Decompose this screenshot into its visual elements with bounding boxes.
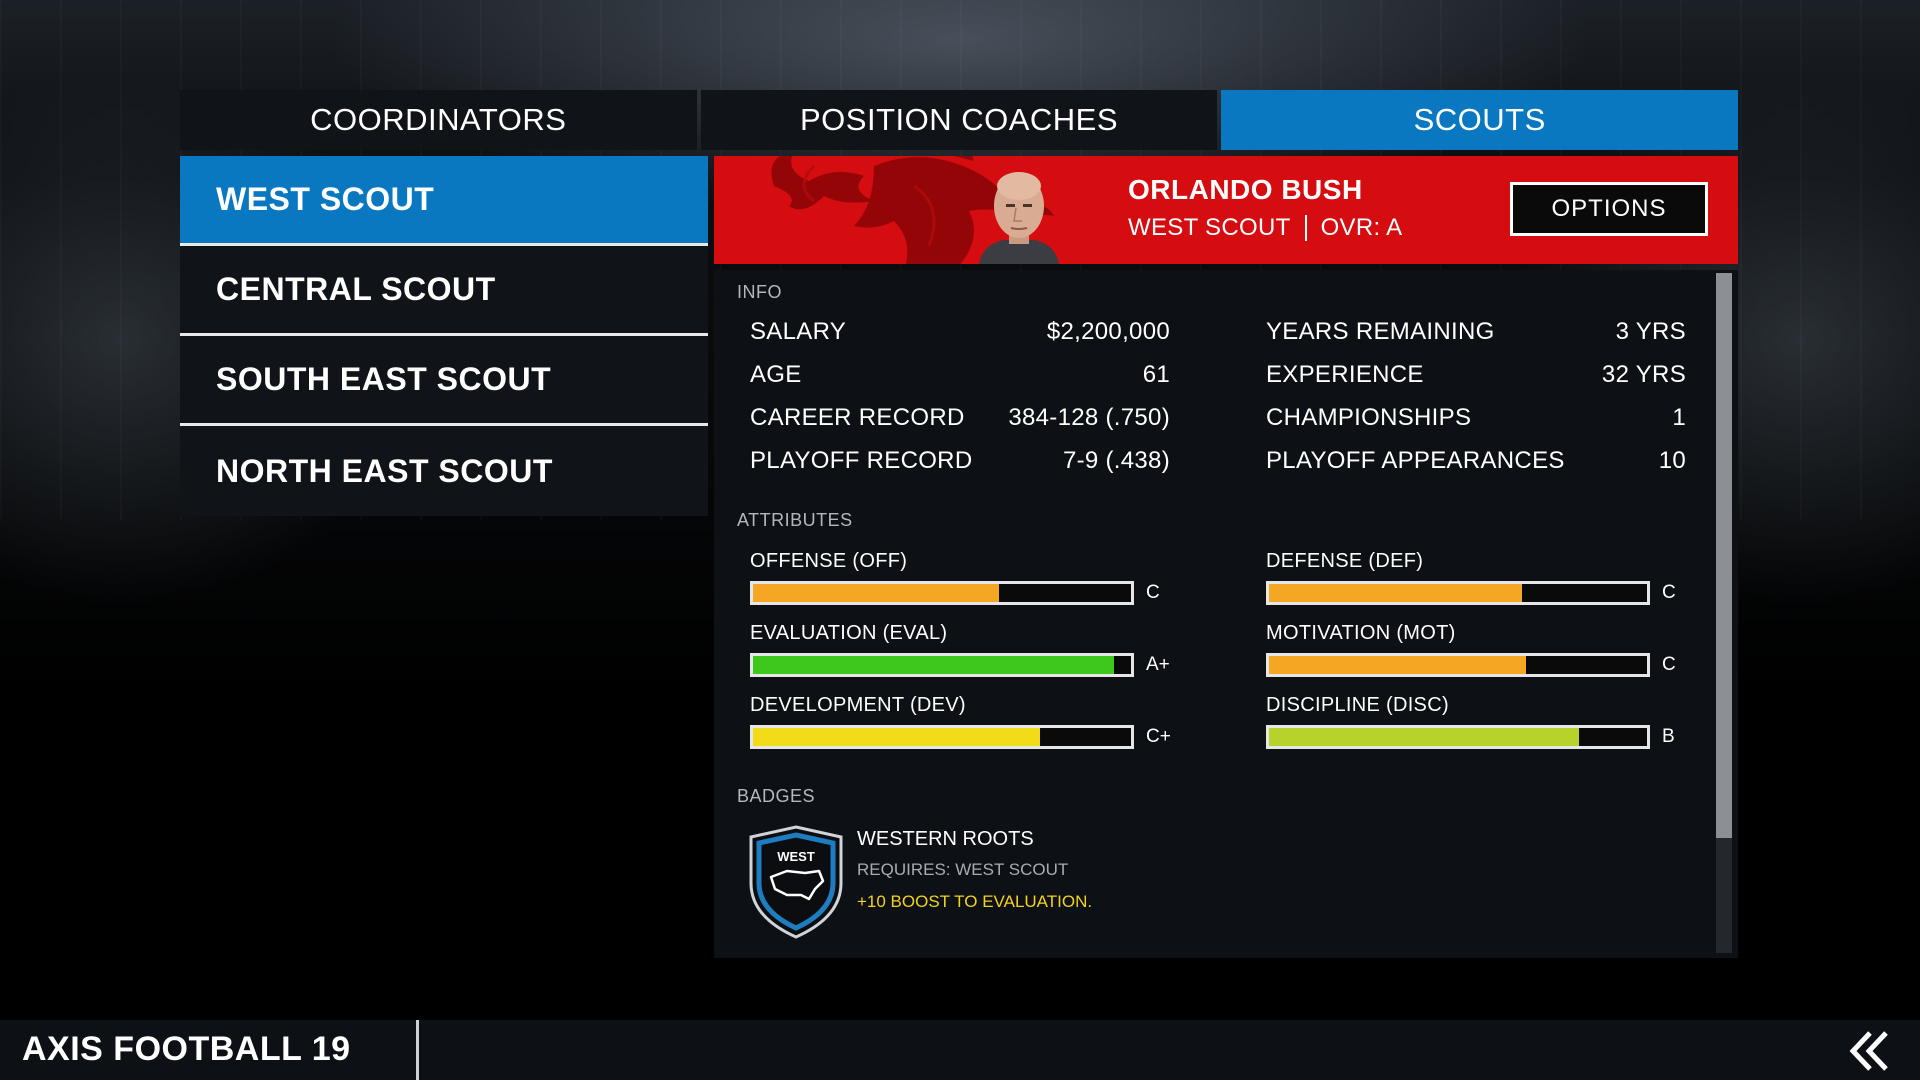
list-item-south-east-scout[interactable]: SOUTH EAST SCOUT <box>180 336 708 426</box>
scrollbar-thumb[interactable] <box>1716 273 1732 838</box>
attribute-label: DEVELOPMENT (DEV) <box>750 694 966 716</box>
attribute-bar-fill <box>753 728 1041 746</box>
info-row: SALARY $2,200,000 <box>750 318 1170 346</box>
badge-requirement: REQUIRES: WEST SCOUT <box>857 860 1069 879</box>
west-shield-badge-icon: WEST <box>749 825 843 939</box>
tab-position-coaches[interactable]: POSITION COACHES <box>700 90 1218 150</box>
attributes-section-label: ATTRIBUTES <box>737 510 853 530</box>
attribute-label: MOTIVATION (MOT) <box>1266 622 1456 644</box>
info-value: 7-9 (.438) <box>1062 447 1170 474</box>
footer-divider <box>416 1020 419 1080</box>
attribute-bar <box>750 725 1134 749</box>
coach-name: ORLANDO BUSH <box>1128 174 1363 205</box>
attribute-grade: B <box>1662 726 1675 747</box>
info-row: CAREER RECORD 384-128 (.750) <box>750 404 1170 432</box>
info-row: PLAYOFF RECORD 7-9 (.438) <box>750 447 1170 475</box>
coach-portrait <box>979 172 1059 264</box>
options-button[interactable]: OPTIONS <box>1510 182 1708 236</box>
tab-scouts[interactable]: SCOUTS <box>1221 90 1739 150</box>
info-label: CAREER RECORD <box>750 404 965 431</box>
attribute-grade: C <box>1662 654 1676 675</box>
info-value: 384-128 (.750) <box>1008 404 1170 431</box>
coach-role: WEST SCOUT <box>1128 214 1291 241</box>
scout-list: WEST SCOUT CENTRAL SCOUT SOUTH EAST SCOU… <box>180 156 708 516</box>
info-label: AGE <box>750 361 802 388</box>
info-section-label: INFO <box>737 282 782 302</box>
info-row: EXPERIENCE 32 YRS <box>1266 361 1686 389</box>
info-value: 32 YRS <box>1601 361 1686 388</box>
info-label: YEARS REMAINING <box>1266 318 1495 345</box>
info-value: $2,200,000 <box>1046 318 1170 345</box>
info-value: 10 <box>1658 447 1686 474</box>
info-row: PLAYOFF APPEARANCES 10 <box>1266 447 1686 475</box>
info-label: PLAYOFF APPEARANCES <box>1266 447 1565 474</box>
info-value: 3 YRS <box>1615 318 1686 345</box>
attribute-grade: C+ <box>1146 726 1171 747</box>
attribute-bar-fill <box>1269 656 1527 674</box>
scout-details-panel: INFO SALARY $2,200,000 AGE 61 CAREER REC… <box>714 270 1738 958</box>
attribute-bar <box>750 653 1134 677</box>
info-row: AGE 61 <box>750 361 1170 389</box>
list-item-north-east-scout[interactable]: NORTH EAST SCOUT <box>216 452 553 489</box>
attribute-label: DEFENSE (DEF) <box>1266 550 1424 572</box>
attribute-grade: C <box>1662 582 1676 603</box>
scout-header-banner: ORLANDO BUSH WEST SCOUT OVR: A OPTIONS <box>714 156 1738 264</box>
attribute-grade: A+ <box>1146 654 1170 675</box>
attribute-grade: C <box>1146 582 1160 603</box>
list-item-central-scout[interactable]: CENTRAL SCOUT <box>180 246 708 336</box>
attribute-bar <box>1266 581 1650 605</box>
attribute-bar <box>750 581 1134 605</box>
footer-bar: AXIS FOOTBALL 19 <box>0 1020 1920 1080</box>
subtitle-divider <box>1304 215 1307 241</box>
list-item-west-scout[interactable]: WEST SCOUT <box>180 156 708 246</box>
badge-effect: +10 BOOST TO EVALUATION. <box>857 892 1093 911</box>
coach-subtitle: WEST SCOUT OVR: A <box>1128 214 1402 242</box>
info-label: EXPERIENCE <box>1266 361 1424 388</box>
badges-section-label: BADGES <box>737 786 816 806</box>
double-chevron-left-icon[interactable] <box>1848 1030 1892 1072</box>
staff-tabs: COORDINATORS POSITION COACHES SCOUTS <box>180 90 1739 150</box>
coach-overall-rating: OVR: A <box>1320 214 1403 241</box>
info-value: 1 <box>1672 404 1686 431</box>
attribute-bar-fill <box>753 656 1114 674</box>
details-scrollbar[interactable] <box>1716 273 1732 953</box>
badge-icon-text: WEST <box>777 849 815 864</box>
attribute-bar <box>1266 725 1650 749</box>
info-label: SALARY <box>750 318 847 345</box>
attribute-bar-fill <box>1269 584 1523 602</box>
attribute-label: DISCIPLINE (DISC) <box>1266 694 1449 716</box>
tab-coordinators[interactable]: COORDINATORS <box>180 90 697 150</box>
attribute-bar <box>1266 653 1650 677</box>
badge-title: WESTERN ROOTS <box>857 828 1034 850</box>
info-value: 61 <box>1142 361 1170 388</box>
game-title: AXIS FOOTBALL 19 <box>22 1030 351 1068</box>
info-row: YEARS REMAINING 3 YRS <box>1266 318 1686 346</box>
attribute-bar-fill <box>753 584 999 602</box>
info-label: PLAYOFF RECORD <box>750 447 973 474</box>
info-row: CHAMPIONSHIPS 1 <box>1266 404 1686 432</box>
attribute-bar-fill <box>1269 728 1579 746</box>
info-label: CHAMPIONSHIPS <box>1266 404 1472 431</box>
attribute-label: OFFENSE (OFF) <box>750 550 908 572</box>
attribute-label: EVALUATION (EVAL) <box>750 622 948 644</box>
